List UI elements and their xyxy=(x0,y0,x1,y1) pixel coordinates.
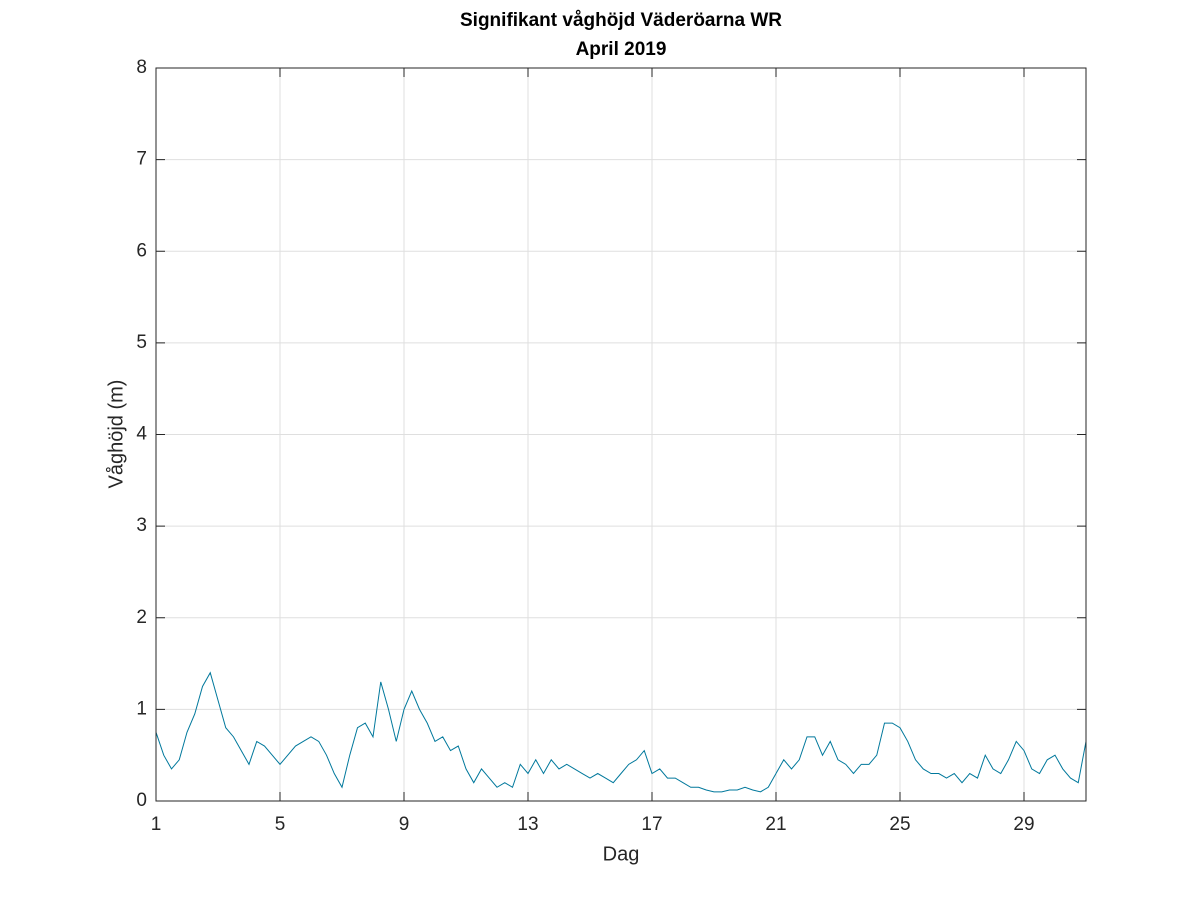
x-tick-label: 17 xyxy=(641,814,662,835)
x-tick-label: 25 xyxy=(889,814,910,835)
plot xyxy=(155,671,1087,793)
x-axis-label: Dag xyxy=(603,843,640,865)
y-tick-label: 7 xyxy=(136,149,147,170)
series-line xyxy=(155,671,1087,793)
y-tick-label: 1 xyxy=(136,698,147,719)
chart-title: Signifikant våghöjd Väderöarna WR xyxy=(460,10,782,31)
x-tick-label: 9 xyxy=(399,814,410,835)
x-tick-label: 21 xyxy=(765,814,786,835)
chart-subtitle: April 2019 xyxy=(576,39,667,60)
y-tick-label: 3 xyxy=(136,515,147,536)
x-tick-label: 29 xyxy=(1013,814,1034,835)
x-tick-label: 5 xyxy=(275,814,286,835)
y-tick-label: 6 xyxy=(136,240,147,261)
x-tick-label: 1 xyxy=(151,814,162,835)
grid xyxy=(155,67,1086,802)
y-tick-label: 2 xyxy=(136,607,147,628)
y-tick-label: 5 xyxy=(136,332,147,353)
y-tick-label: 4 xyxy=(136,424,147,445)
y-tick-label: 8 xyxy=(136,57,147,78)
x-tick-label: 13 xyxy=(517,814,538,835)
y-axis-label: Våghöjd (m) xyxy=(105,380,127,489)
y-tick-label: 0 xyxy=(136,790,147,811)
